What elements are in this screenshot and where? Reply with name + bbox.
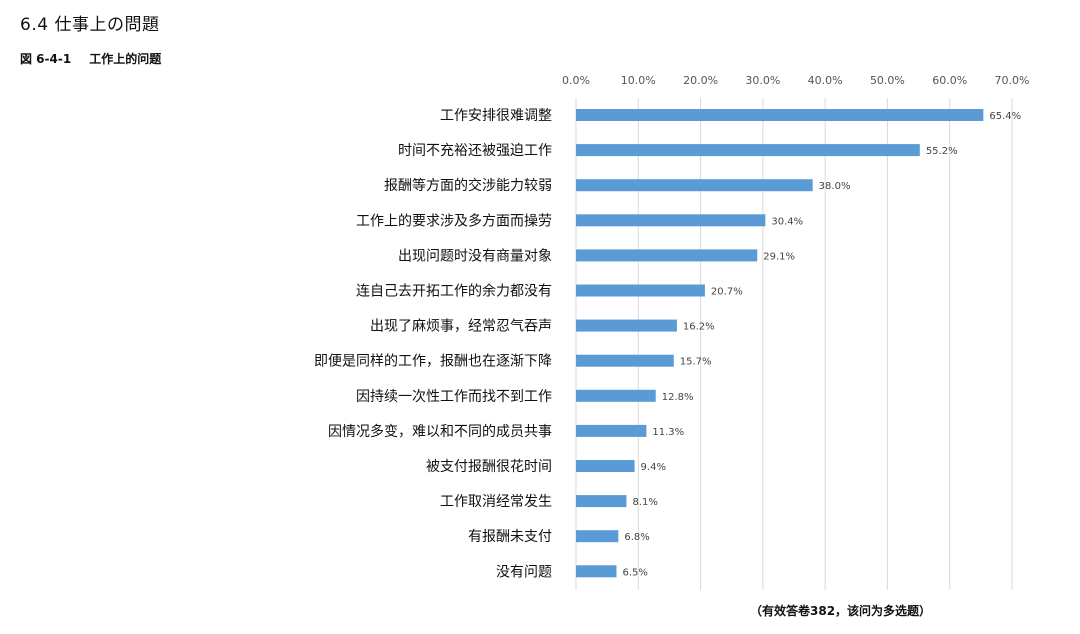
x-tick-label: 40.0% bbox=[808, 74, 843, 87]
section-title: 6.4 仕事上の問題 bbox=[20, 15, 160, 35]
bar bbox=[576, 179, 813, 192]
gridlines bbox=[575, 98, 1013, 590]
category-label: 工作上的要求涉及多方面而操劳 bbox=[356, 212, 552, 229]
category-label: 出现了麻烦事，经常忍气吞声 bbox=[370, 319, 552, 335]
category-label: 时间不充裕还被强迫工作 bbox=[398, 143, 552, 159]
footnote: （有效答卷382，该问为多选题） bbox=[750, 604, 932, 618]
data-label: 29.1% bbox=[763, 251, 795, 262]
bar bbox=[576, 319, 677, 332]
x-tick-label: 30.0% bbox=[745, 74, 780, 87]
bar bbox=[576, 424, 647, 437]
x-tick-label: 60.0% bbox=[932, 74, 967, 87]
category-label: 没有问题 bbox=[496, 564, 552, 580]
data-label: 8.1% bbox=[632, 497, 657, 508]
category-label: 即便是同样的工作，报酬也在逐渐下降 bbox=[314, 354, 552, 370]
bar bbox=[576, 144, 920, 157]
category-label: 报酬等方面的交涉能力较弱 bbox=[384, 177, 552, 194]
data-label: 12.8% bbox=[662, 392, 694, 403]
bar bbox=[576, 565, 617, 578]
figure-title-text: 工作上的问题 bbox=[89, 52, 162, 66]
data-label: 20.7% bbox=[711, 287, 743, 298]
category-label: 工作安排很难调整 bbox=[440, 108, 552, 124]
data-label: 55.2% bbox=[926, 146, 958, 157]
data-labels: 65.4% 55.2% 38.0% 30.4% 29.1% 20.7% 16.2% 15.7%… bbox=[622, 111, 1021, 578]
data-label: 30.4% bbox=[771, 216, 803, 227]
x-tick-label: 70.0% bbox=[995, 74, 1030, 87]
data-label: 16.2% bbox=[683, 322, 715, 333]
category-label: 出现问题时没有商量对象 bbox=[398, 248, 552, 264]
figure-title: 図 6-4-1 工作上的问题 bbox=[20, 50, 161, 67]
data-label: 6.8% bbox=[624, 532, 649, 543]
x-tick-label: 20.0% bbox=[683, 74, 718, 87]
data-label: 15.7% bbox=[680, 357, 712, 368]
figure-number: 図 6-4-1 bbox=[20, 52, 72, 66]
bar bbox=[576, 530, 619, 543]
bar bbox=[576, 389, 656, 402]
bar bbox=[576, 284, 705, 297]
data-label: 11.3% bbox=[652, 427, 684, 438]
data-label: 6.5% bbox=[622, 567, 647, 578]
x-tick-label: 0.0% bbox=[562, 74, 590, 87]
bar bbox=[576, 214, 766, 227]
bar bbox=[576, 354, 674, 367]
bar bbox=[576, 249, 758, 262]
bar bbox=[576, 460, 635, 472]
bar bbox=[576, 109, 984, 121]
category-label: 连自己去开拓工作的余力都没有 bbox=[356, 283, 552, 300]
x-tick-label: 50.0% bbox=[870, 74, 905, 87]
x-tick-label: 10.0% bbox=[621, 74, 656, 87]
category-label: 有报酬未支付 bbox=[468, 529, 552, 545]
category-label: 被支付报酬很花时间 bbox=[426, 459, 552, 475]
data-label: 38.0% bbox=[819, 181, 851, 192]
data-label: 65.4% bbox=[989, 111, 1021, 122]
bar bbox=[576, 495, 627, 508]
category-label: 工作取消经常发生 bbox=[440, 494, 552, 510]
bars bbox=[576, 109, 984, 578]
category-label: 因持续一次性工作而找不到工作 bbox=[356, 388, 552, 405]
category-label: 因情况多变，难以和不同的成员共事 bbox=[328, 423, 552, 440]
x-axis-ticks: 0.0% 10.0% 20.0% 30.0% 40.0% 50.0% 60.0% 70.0% bbox=[562, 74, 1029, 87]
category-labels: 工作安排很难调整时间不充裕还被强迫工作报酬等方面的交涉能力较弱工作上的要求涉及多… bbox=[314, 108, 552, 580]
data-label: 9.4% bbox=[641, 462, 666, 473]
